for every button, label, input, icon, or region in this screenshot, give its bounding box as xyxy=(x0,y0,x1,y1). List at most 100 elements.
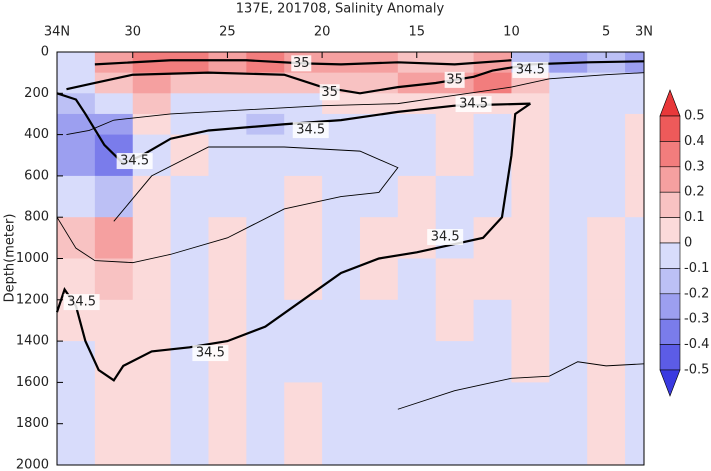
cell xyxy=(587,217,626,259)
cell xyxy=(549,382,588,425)
cell xyxy=(397,113,437,136)
cell xyxy=(246,113,285,136)
colorbar-band xyxy=(659,115,681,142)
colorbar-band xyxy=(659,318,681,345)
cell xyxy=(587,423,626,466)
cell xyxy=(359,341,399,383)
cell xyxy=(284,299,323,342)
contour-label-bg xyxy=(444,71,465,88)
cell xyxy=(132,299,172,342)
cell xyxy=(132,258,172,301)
cell xyxy=(246,217,285,259)
cell xyxy=(473,299,512,342)
cell xyxy=(132,93,172,115)
colorbar-tick-label: 0.2 xyxy=(684,185,705,200)
contour-label: 34.5 xyxy=(431,230,460,245)
cell xyxy=(549,423,588,466)
cell xyxy=(587,113,626,136)
cell xyxy=(246,72,285,94)
cell xyxy=(625,217,645,259)
colorbar-band xyxy=(659,141,681,168)
cell xyxy=(170,258,209,301)
cell xyxy=(284,258,323,301)
contour-label-bg xyxy=(512,61,549,78)
cell xyxy=(132,423,172,466)
contour-line xyxy=(56,146,399,264)
cell xyxy=(511,134,550,177)
contour-label-bg xyxy=(292,122,329,139)
contour-line xyxy=(94,59,512,66)
cell xyxy=(549,134,588,177)
cell xyxy=(435,175,475,218)
cell xyxy=(94,382,134,425)
y-tick-label: 0 xyxy=(41,45,49,60)
cell xyxy=(246,299,285,342)
contour-line xyxy=(55,102,532,382)
cell xyxy=(246,258,285,301)
cell xyxy=(549,175,588,218)
cell xyxy=(57,423,96,466)
cell xyxy=(208,134,247,177)
cell xyxy=(511,382,550,425)
cell xyxy=(284,134,323,177)
cell xyxy=(170,52,209,74)
x-tick-label: 25 xyxy=(219,25,236,40)
x-tick-label: 10 xyxy=(503,25,520,40)
x-tick-label: 20 xyxy=(314,25,331,40)
contour-label: 35 xyxy=(293,56,310,71)
contour-label-bg xyxy=(116,153,153,170)
contour-label-bg xyxy=(455,96,492,113)
cell xyxy=(170,72,209,94)
cell xyxy=(473,382,512,425)
cell xyxy=(208,52,247,74)
heatmap xyxy=(57,52,645,466)
cell xyxy=(94,423,134,466)
cell xyxy=(94,175,134,218)
cell xyxy=(208,258,247,301)
contour-line xyxy=(66,72,645,136)
colorbar-tick-label: -0.2 xyxy=(684,286,709,301)
x-tick-label: 30 xyxy=(124,25,141,40)
cell xyxy=(132,175,172,218)
cell xyxy=(511,423,550,466)
cell xyxy=(208,93,247,115)
cell xyxy=(435,258,475,301)
cell xyxy=(625,382,645,425)
colorbar-tick-label: 0.4 xyxy=(684,134,705,149)
y-tick-label: 1400 xyxy=(16,334,49,349)
cell xyxy=(322,299,361,342)
contour-label: 34.5 xyxy=(67,295,96,310)
colorbar-tick-label: -0.1 xyxy=(684,261,709,276)
cell xyxy=(549,258,588,301)
cell xyxy=(94,258,134,301)
chart-title: 137E, 201708, Salinity Anomaly xyxy=(236,2,445,17)
cell xyxy=(625,93,645,115)
colorbar-band xyxy=(659,344,681,371)
colorbar-tick-label: 0.1 xyxy=(684,210,705,225)
colorbar-band xyxy=(659,166,681,193)
y-tick-label: 400 xyxy=(24,127,49,142)
cell xyxy=(322,423,361,466)
y-tick-label: 1000 xyxy=(16,251,49,266)
cell xyxy=(322,217,361,259)
cell xyxy=(549,299,588,342)
cell xyxy=(132,217,172,259)
colorbar-band xyxy=(659,217,681,244)
cell xyxy=(587,134,626,177)
cell xyxy=(57,382,96,425)
cell xyxy=(587,299,626,342)
colorbar-band xyxy=(659,242,681,269)
cell xyxy=(397,175,437,218)
y-tick-label: 1600 xyxy=(16,375,49,390)
cell xyxy=(284,382,323,425)
cell xyxy=(57,93,96,115)
cell xyxy=(359,113,399,136)
cell xyxy=(284,423,323,466)
cell xyxy=(57,52,96,74)
colorbar-extend xyxy=(659,89,681,117)
cell xyxy=(132,382,172,425)
cell xyxy=(94,341,134,383)
cell xyxy=(625,52,645,74)
cell xyxy=(208,382,247,425)
